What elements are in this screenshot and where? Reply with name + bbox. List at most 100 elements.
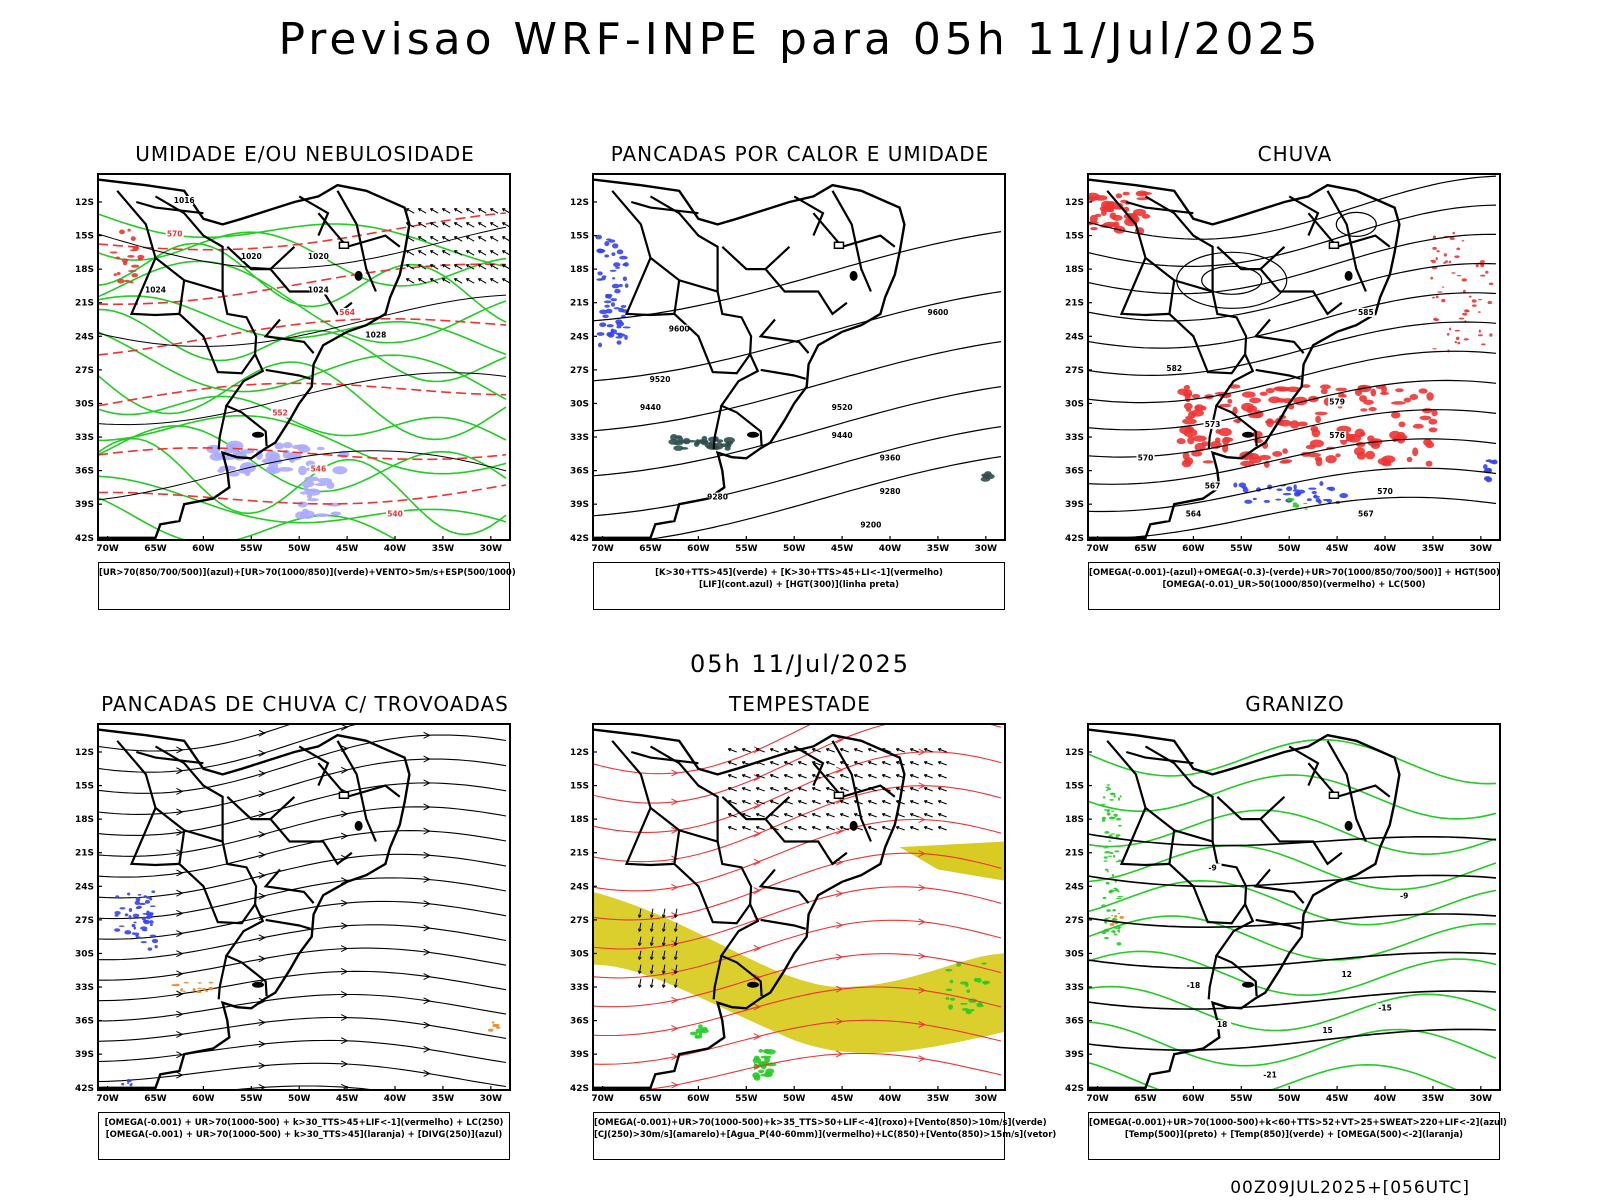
lon-tick-label: 55W	[735, 1094, 758, 1104]
border-line	[1216, 795, 1261, 821]
lon-tick-label: 45W	[336, 544, 359, 554]
lon-tick-label: 40W	[879, 544, 902, 554]
contour-label: 1020	[308, 252, 329, 261]
map-content: 1016 1020 1024 1028 1020 1024 570 564 552 546 540	[98, 178, 510, 540]
contour-label-bg	[670, 324, 689, 334]
lon-tick-label: 35W	[432, 544, 455, 554]
contour-label-bg	[833, 403, 852, 413]
df-box	[338, 791, 350, 800]
lake-mirim	[747, 981, 760, 988]
panel-title: GRANIZO	[1245, 692, 1345, 716]
contour-label-bg	[338, 307, 357, 317]
lat-tick-label: 42S	[75, 1084, 94, 1094]
shaded-cells	[1287, 497, 1308, 510]
coastline	[98, 178, 411, 539]
lake-mirim	[1242, 431, 1255, 438]
lat-tick-label: 21S	[570, 299, 589, 309]
lon-tick-label: 60W	[687, 1094, 710, 1104]
lat-tick-label: 18S	[75, 815, 94, 825]
contour-label-bg	[1136, 453, 1155, 463]
lon-tick-label: 65W	[639, 544, 662, 554]
contour-label: 564	[339, 308, 355, 317]
df-box	[833, 791, 845, 800]
hgt300-contours	[593, 231, 1002, 540]
contour-label-bg	[1356, 307, 1375, 317]
border-line	[624, 257, 675, 317]
shaded-cells	[595, 234, 631, 348]
lat-tick-label: 21S	[1065, 849, 1084, 859]
lat-tick-label: 39S	[570, 500, 589, 510]
lon-tick-label: 60W	[192, 1094, 215, 1104]
shaded-cells	[171, 981, 214, 994]
border-line	[1168, 280, 1248, 375]
lon-tick-label: 40W	[384, 1094, 407, 1104]
map-canvas: -9 -9 -18 -15 -21 12 15 18 12S 15S 18S 21S 24S 27S 30S…	[1065, 723, 1501, 1104]
contour-label: 1028	[365, 330, 386, 339]
border-line	[317, 762, 401, 799]
shaded-cells	[1483, 459, 1498, 483]
border-line	[1119, 807, 1170, 867]
map-base	[98, 728, 411, 1089]
lat-tick-label: 36S	[570, 467, 589, 477]
border-line	[1255, 918, 1302, 930]
lat-tick-label: 30S	[1065, 399, 1084, 409]
df-box	[338, 241, 350, 250]
lat-tick-label: 39S	[570, 1050, 589, 1060]
map-content	[98, 724, 507, 1090]
coastline	[593, 728, 906, 1089]
shaded-cells	[1088, 190, 1152, 235]
contour-label-bg	[1203, 481, 1222, 491]
contour-label-bg	[175, 195, 194, 205]
border-line	[712, 955, 723, 1000]
map-content: -9 -9 -18 -15 -21 12 15 18	[1088, 728, 1497, 1090]
lat-tick-label: 15S	[1065, 782, 1084, 792]
lat-tick-label: 36S	[1065, 1017, 1084, 1027]
lake-tres-marias	[354, 820, 363, 831]
contour-label: 1024	[145, 286, 166, 295]
border-line	[831, 740, 872, 842]
map-canvas: 1016102010241028102010245705645525465401…	[75, 173, 511, 554]
contour-label: 9440	[640, 403, 661, 412]
shaded-cells	[109, 228, 145, 284]
contour-label-bg	[708, 492, 727, 502]
contour-label-bg	[928, 307, 947, 317]
shaded-cells	[114, 890, 159, 951]
lon-tick-label: 50W	[783, 1094, 806, 1104]
contour-label-bg	[1328, 397, 1347, 407]
border-line	[178, 830, 258, 925]
border-line	[217, 405, 228, 450]
border-line	[721, 245, 766, 271]
shaded-cells	[668, 433, 735, 451]
legend-box: [K>30+TTS>45](verde) + [K>30+TTS>45+LI<-…	[593, 562, 1005, 610]
lon-tick-label: 30W	[1470, 544, 1493, 554]
border-line	[1125, 200, 1194, 215]
lake-tres-marias	[1344, 270, 1353, 281]
border-line	[298, 745, 330, 787]
lat-tick-label: 36S	[75, 1017, 94, 1027]
lon-tick-label: 70W	[96, 1094, 119, 1104]
lon-tick-label: 45W	[1326, 1094, 1349, 1104]
map-content: 9600 9520 9440 9360 9280 9200 9520 9440 9600 9280	[593, 178, 1002, 540]
shaded-cells	[980, 471, 995, 482]
lat-tick-label: 15S	[75, 782, 94, 792]
contour-label: 579	[1329, 397, 1345, 406]
contour-label: 9520	[832, 403, 853, 412]
shaded-cells	[1108, 914, 1124, 927]
hgt500-contours	[1088, 175, 1497, 540]
contour-label: 9360	[880, 453, 901, 462]
border-line	[611, 190, 719, 293]
border-line	[1106, 740, 1214, 843]
contour-label: 18	[1217, 1020, 1227, 1029]
contour-label-bg	[1376, 1003, 1395, 1013]
border-line	[268, 795, 353, 866]
contour-label-bg	[1376, 486, 1395, 496]
contour-label: 570	[1138, 453, 1154, 462]
df-box	[1328, 791, 1340, 800]
border-line	[763, 795, 848, 866]
humidity-contours	[98, 213, 507, 540]
lat-tick-label: 42S	[1065, 1084, 1084, 1094]
lat-tick-label: 21S	[1065, 299, 1084, 309]
contour-label-bg	[641, 403, 660, 413]
border-line	[1207, 955, 1218, 1000]
